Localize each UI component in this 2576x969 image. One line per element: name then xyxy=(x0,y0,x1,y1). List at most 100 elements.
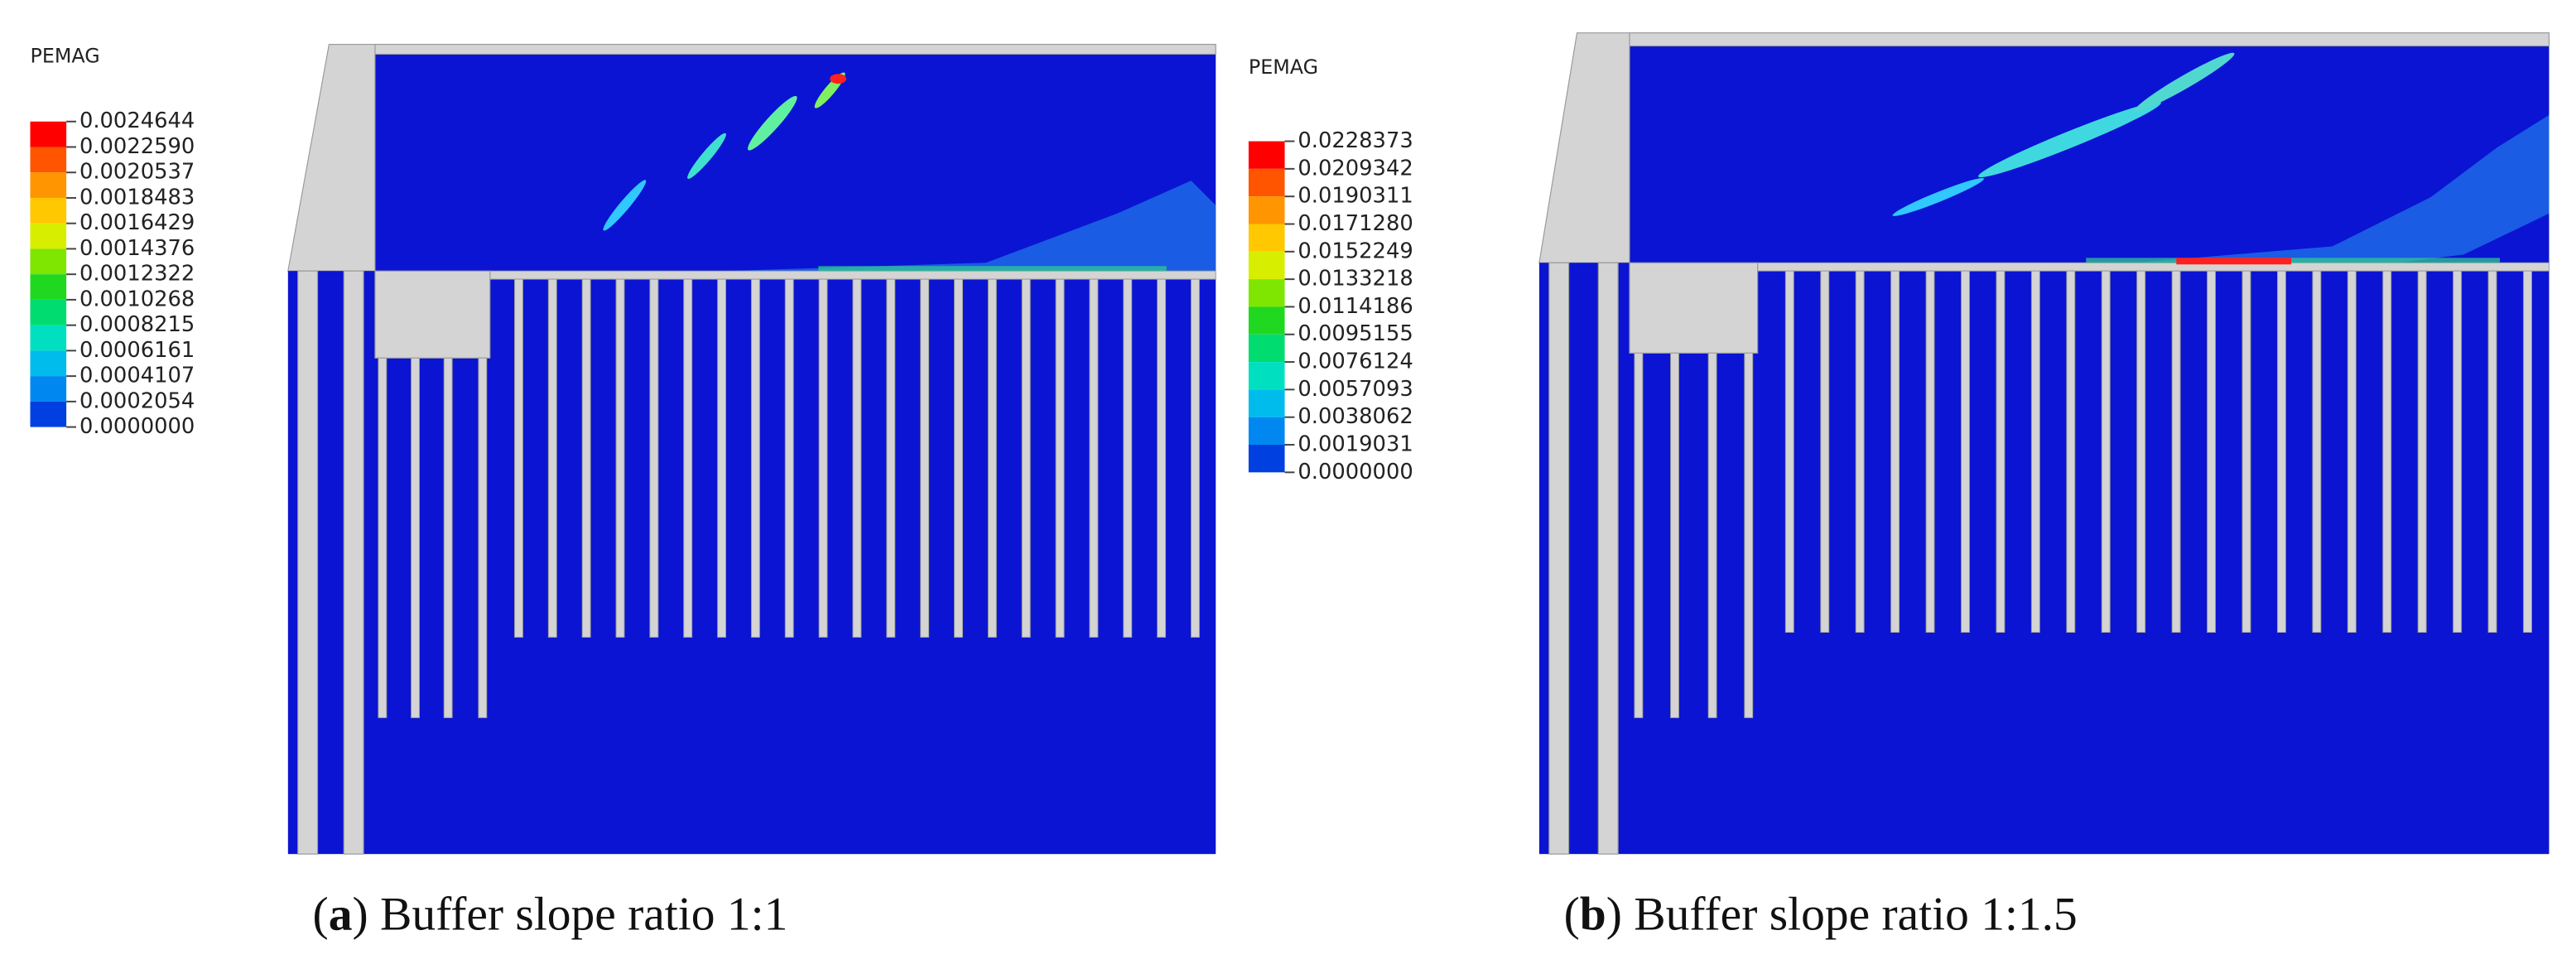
pile xyxy=(1191,278,1200,638)
pile xyxy=(1089,278,1099,638)
pile xyxy=(2207,270,2217,633)
pile-cap xyxy=(374,270,491,359)
legend-swatch xyxy=(1248,417,1285,446)
pile xyxy=(818,278,828,638)
legend-swatch xyxy=(1248,362,1285,390)
pile xyxy=(2312,270,2322,633)
legend-label: 0.0010268 xyxy=(79,287,195,311)
legend-label: 0.0209342 xyxy=(1298,156,1413,181)
legend-label: 0.0004107 xyxy=(79,364,195,388)
legend-label: 0.0020537 xyxy=(79,160,195,185)
legend-label: 0.0002054 xyxy=(79,388,195,413)
legend-label: 0.0057093 xyxy=(1298,377,1413,402)
pile xyxy=(1670,352,1679,719)
legend-swatch xyxy=(30,299,67,325)
pile xyxy=(2453,270,2463,633)
buffer-slope xyxy=(287,43,376,272)
pile xyxy=(411,357,420,719)
pile-cap xyxy=(1629,262,1759,354)
legend-swatch xyxy=(1248,196,1285,224)
top-slab xyxy=(1629,32,2550,47)
pile xyxy=(1021,278,1031,638)
caption-text: ) Buffer slope ratio 1:1 xyxy=(352,888,787,940)
pile xyxy=(2241,270,2251,633)
pile xyxy=(920,278,930,638)
pile xyxy=(649,278,659,638)
legend-label: 0.0022590 xyxy=(79,134,195,159)
strain-streak xyxy=(603,180,647,231)
legend-swatch xyxy=(30,376,67,402)
legend-label: 0.0024644 xyxy=(79,108,195,133)
legend-swatch xyxy=(1248,168,1285,197)
legend-title: PEMAG xyxy=(1249,55,1318,79)
pile xyxy=(513,278,523,638)
pile xyxy=(987,278,997,638)
retaining-wall xyxy=(297,270,319,855)
caption-text: ) Buffer slope ratio 1:1.5 xyxy=(1606,888,2078,940)
legend-swatch xyxy=(30,325,67,351)
panel: PEMAG 0.00246440.00225900.00205370.001848… xyxy=(30,43,1216,940)
pile xyxy=(2523,270,2532,633)
pile xyxy=(1855,270,1865,633)
surface-strain xyxy=(2086,258,2500,263)
caption-prefix: ( xyxy=(1564,888,1580,940)
pile xyxy=(784,278,794,638)
legend-swatch xyxy=(30,121,67,147)
buffer-slope xyxy=(1538,32,1630,263)
legend-title: PEMAG xyxy=(30,44,99,67)
pile xyxy=(1820,270,1830,633)
legend-swatch xyxy=(1248,279,1285,307)
legend-swatch xyxy=(1248,224,1285,252)
strain-streak xyxy=(830,74,847,84)
surface-slab xyxy=(1757,262,2550,272)
pile xyxy=(1925,270,1935,633)
pile xyxy=(443,357,453,719)
pile xyxy=(852,278,862,638)
pile xyxy=(1890,270,1900,633)
caption-label: a xyxy=(329,888,353,940)
legend-swatch xyxy=(30,401,67,427)
legend-swatch xyxy=(1248,251,1285,280)
legend-label: 0.0012322 xyxy=(79,262,195,287)
legend-label: 0.0018483 xyxy=(79,185,195,210)
strain-streak xyxy=(2135,52,2235,112)
strain-streak xyxy=(1892,178,1984,216)
retaining-wall xyxy=(1597,262,1619,855)
pile xyxy=(1634,352,1644,719)
legend-swatch xyxy=(30,172,67,198)
pile xyxy=(2417,270,2427,633)
pile xyxy=(1123,278,1133,638)
pile xyxy=(683,278,693,638)
pile xyxy=(2101,270,2111,633)
legend-label: 0.0095155 xyxy=(1298,321,1413,346)
pile xyxy=(750,278,760,638)
retaining-wall xyxy=(1548,262,1570,855)
legend-label: 0.0000000 xyxy=(79,414,195,439)
legend-label: 0.0016429 xyxy=(79,210,195,235)
pile xyxy=(1744,352,1754,719)
legend-label: 0.0152249 xyxy=(1298,239,1413,263)
strain-zone xyxy=(2135,114,2550,263)
legend-swatch xyxy=(30,274,67,300)
legend-label: 0.0006161 xyxy=(79,338,195,363)
legend-label: 0.0014376 xyxy=(79,236,195,261)
legend-swatch xyxy=(1248,141,1285,169)
pile xyxy=(2276,270,2286,633)
legend-swatch xyxy=(1248,389,1285,417)
legend-label: 0.0008215 xyxy=(79,312,195,337)
pile xyxy=(954,278,963,638)
pile xyxy=(717,278,726,638)
pile xyxy=(2030,270,2040,633)
pile xyxy=(1707,352,1717,719)
pile xyxy=(1961,270,1970,633)
strain-streak xyxy=(1978,102,2161,178)
caption-label: b xyxy=(1580,888,1606,940)
legend-swatch xyxy=(1248,334,1285,363)
pile xyxy=(2347,270,2357,633)
pile xyxy=(378,357,388,719)
pile xyxy=(1157,278,1167,638)
legend-swatch xyxy=(30,350,67,377)
legend-label: 0.0114186 xyxy=(1298,294,1413,319)
pile xyxy=(2382,270,2392,633)
